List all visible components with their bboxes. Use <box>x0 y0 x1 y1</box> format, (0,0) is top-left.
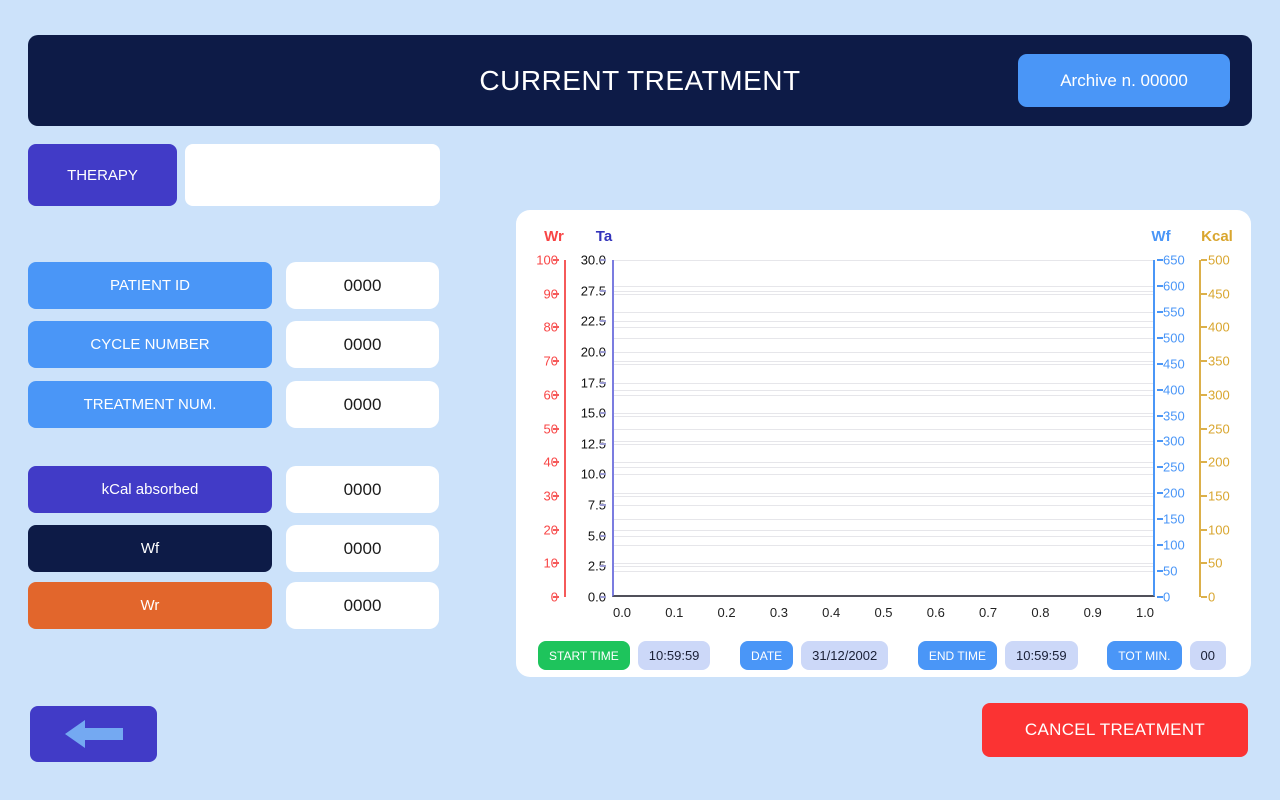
cycle-number-value: 0000 <box>286 321 439 368</box>
archive-button[interactable]: Archive n. 00000 <box>1018 54 1230 107</box>
start-time-button[interactable]: START TIME <box>538 641 630 670</box>
ta-axis-title: Ta <box>595 228 613 245</box>
back-arrow-icon <box>64 720 123 748</box>
header-bar: CURRENT TREATMENT Archive n. 00000 <box>28 35 1252 126</box>
back-button[interactable] <box>30 706 157 762</box>
patient-id-value: 0000 <box>286 262 439 309</box>
cancel-treatment-button[interactable]: CANCEL TREATMENT <box>982 703 1248 757</box>
kcal-axis-title: Kcal <box>1201 228 1233 245</box>
treatment-num-button[interactable]: TREATMENT NUM. <box>28 381 272 428</box>
chart-plot-area <box>612 260 1155 597</box>
wr-value: 0000 <box>286 582 439 629</box>
treatment-num-value: 0000 <box>286 381 439 428</box>
chart-footer-row: START TIME 10:59:59 DATE 31/12/2002 END … <box>538 641 1226 670</box>
kcal-absorbed-value: 0000 <box>286 466 439 513</box>
kcal-absorbed-button[interactable]: kCal absorbed <box>28 466 272 513</box>
wf-button[interactable]: Wf <box>28 525 272 572</box>
cycle-number-button[interactable]: CYCLE NUMBER <box>28 321 272 368</box>
tot-min-group: TOT MIN. 00 <box>1107 641 1226 670</box>
tot-min-value: 00 <box>1189 641 1226 670</box>
wr-button[interactable]: Wr <box>28 582 272 629</box>
treatment-chart-panel: Wr Ta Wf Kcal 100908070605040302010030.0… <box>516 210 1251 677</box>
end-time-group: END TIME 10:59:59 <box>917 641 1078 670</box>
therapy-button[interactable]: THERAPY <box>28 144 177 206</box>
page-title: CURRENT TREATMENT <box>479 64 801 96</box>
end-time-value: 10:59:59 <box>1005 641 1078 670</box>
start-time-value: 10:59:59 <box>637 641 711 670</box>
tot-min-button[interactable]: TOT MIN. <box>1107 641 1182 670</box>
end-time-button[interactable]: END TIME <box>917 641 998 670</box>
therapy-input[interactable] <box>185 144 440 206</box>
kcal-axis-line <box>1199 260 1201 597</box>
wr-axis-line <box>564 260 566 597</box>
wr-axis-title: Wr <box>544 228 564 245</box>
patient-id-button[interactable]: PATIENT ID <box>28 262 272 309</box>
date-group: DATE 31/12/2002 <box>740 641 889 670</box>
date-value: 31/12/2002 <box>801 641 889 670</box>
wf-value: 0000 <box>286 525 439 572</box>
start-time-group: START TIME 10:59:59 <box>538 641 711 670</box>
date-button[interactable]: DATE <box>740 641 794 670</box>
wf-axis-title: Wf <box>1151 228 1171 245</box>
